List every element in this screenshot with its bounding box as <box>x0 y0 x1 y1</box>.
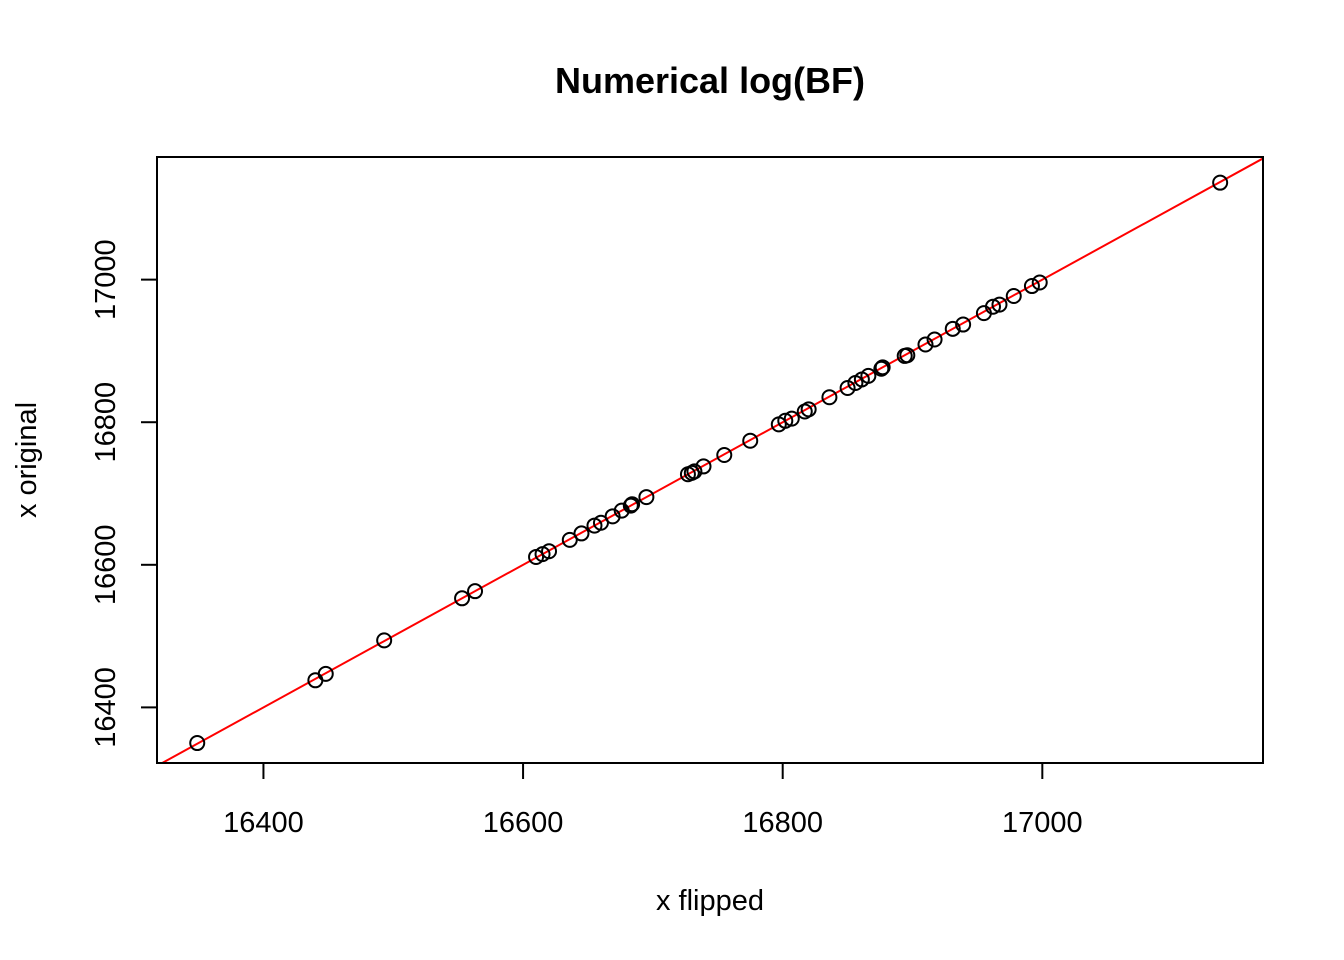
data-point <box>944 320 961 337</box>
y-tick-label: 16800 <box>90 382 122 463</box>
data-point <box>917 336 934 353</box>
data-point <box>638 489 655 506</box>
x-tick-label: 16400 <box>223 807 304 839</box>
data-point <box>716 447 733 464</box>
data-point <box>991 296 1008 313</box>
plot-area <box>160 157 1263 763</box>
data-point <box>307 672 324 689</box>
y-axis-label: x original <box>11 402 43 518</box>
data-point <box>777 412 794 429</box>
data-point <box>984 298 1001 315</box>
data-point <box>454 590 471 607</box>
data-point <box>1031 274 1048 291</box>
x-tick-label: 16800 <box>742 807 823 839</box>
data-point <box>573 525 590 542</box>
data-point <box>839 379 856 396</box>
y-tick-label: 17000 <box>90 239 122 320</box>
chart-title: Numerical log(BF) <box>555 60 865 101</box>
data-point <box>622 497 639 514</box>
data-point <box>873 360 890 377</box>
x-tick-label: 17000 <box>1002 807 1083 839</box>
data-point <box>742 432 759 449</box>
data-point <box>955 316 972 333</box>
data-point <box>467 583 484 600</box>
y-axis: 16400 16600 16800 17000 <box>90 239 158 748</box>
data-point <box>1005 288 1022 305</box>
data-point <box>624 496 641 513</box>
data-point <box>926 331 943 348</box>
data-point <box>874 359 891 376</box>
data-point <box>899 347 916 364</box>
y-tick-label: 16400 <box>90 667 122 748</box>
x-axis: 16400 16600 16800 17000 <box>223 762 1083 839</box>
data-point <box>1212 174 1229 191</box>
data-point <box>541 543 558 560</box>
data-point <box>860 367 877 384</box>
data-point <box>686 463 703 480</box>
data-point <box>821 389 838 406</box>
y-tick-label: 16600 <box>90 524 122 605</box>
data-point <box>695 458 712 475</box>
data-point <box>800 401 817 418</box>
data-point <box>783 410 800 427</box>
x-axis-label: x flipped <box>656 885 764 917</box>
x-tick-label: 16600 <box>483 807 564 839</box>
data-point <box>376 632 393 649</box>
data-point <box>1023 278 1040 295</box>
data-point <box>189 735 206 752</box>
plot-frame <box>156 156 1264 764</box>
data-point <box>317 665 334 682</box>
